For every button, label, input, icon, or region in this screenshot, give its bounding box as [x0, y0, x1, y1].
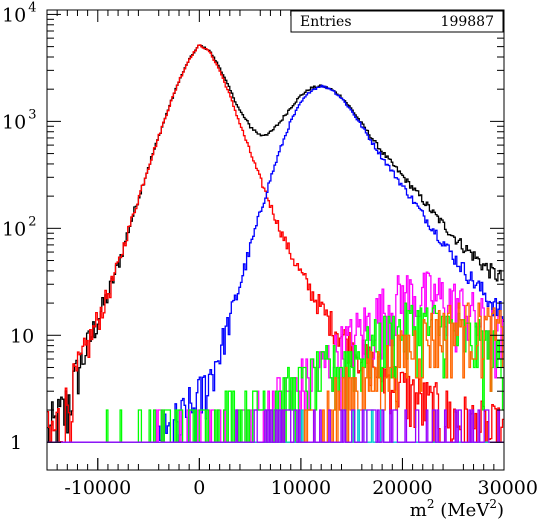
- x-axis-title-close: ): [497, 500, 504, 521]
- x-axis-title: m2 (MeV2): [410, 497, 504, 521]
- y-tick-label: 10 4: [2, 0, 36, 26]
- y-tick-label: 1: [10, 432, 22, 454]
- series-7-histogram: [47, 409, 504, 443]
- x-axis-title-var-sup: 2: [427, 497, 435, 511]
- x-tick-label: 20000: [372, 477, 432, 499]
- x-axis-title-unit: (MeV: [435, 500, 491, 521]
- stats-box-frame: [290, 10, 504, 33]
- y-tick-label: 10: [10, 325, 34, 347]
- y-tick-label-base: 10: [2, 4, 26, 26]
- series-layer: [47, 44, 504, 443]
- x-axis-title-var: m: [410, 500, 427, 521]
- x-tick-label: 30000: [478, 477, 538, 499]
- y-tick-label-exponent: 2: [28, 214, 36, 229]
- y-tick-label-base: 1: [10, 432, 22, 454]
- y-tick-label: 10 3: [2, 107, 36, 133]
- x-tick-label: 0: [193, 477, 205, 499]
- y-tick-label-base: 10: [2, 111, 26, 133]
- plot-frame: [46, 9, 505, 471]
- x-axis-title-unit-sup: 2: [489, 497, 497, 511]
- y-tick-label-base: 10: [10, 325, 34, 347]
- y-tick-label-base: 10: [2, 218, 26, 240]
- ticks-layer: [47, 10, 505, 470]
- stats-entries-value: 199887: [441, 14, 494, 30]
- series-2-histogram: [158, 84, 504, 443]
- y-tick-label-exponent: 3: [28, 107, 36, 122]
- stats-entries-label: Entries: [300, 14, 352, 30]
- series-1-histogram: [47, 44, 504, 443]
- x-tick-label: 10000: [271, 477, 331, 499]
- y-tick-label-exponent: 4: [28, 0, 36, 15]
- x-tick-label: -10000: [64, 477, 131, 499]
- stats-box: Entries 199887: [290, 10, 504, 33]
- y-tick-label: 10 2: [2, 214, 36, 240]
- x-tick-labels: -10000 0 10000 20000 30000: [64, 477, 538, 499]
